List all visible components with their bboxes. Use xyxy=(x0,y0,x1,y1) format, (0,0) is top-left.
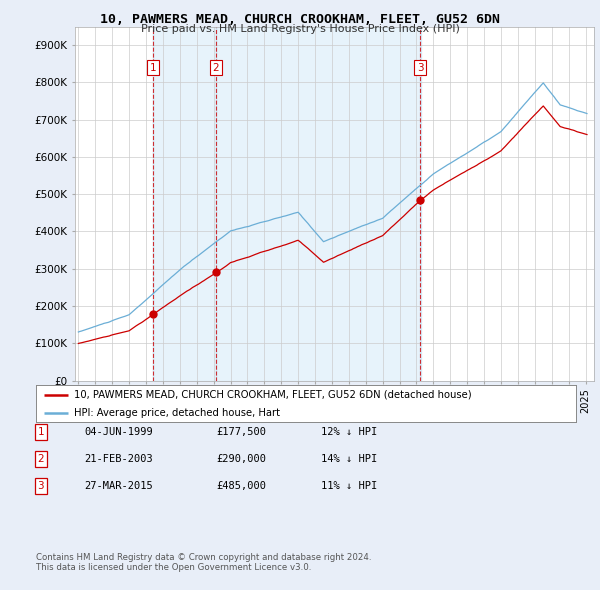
Text: 11% ↓ HPI: 11% ↓ HPI xyxy=(321,481,377,491)
Text: 10, PAWMERS MEAD, CHURCH CROOKHAM, FLEET, GU52 6DN: 10, PAWMERS MEAD, CHURCH CROOKHAM, FLEET… xyxy=(100,13,500,26)
Text: This data is licensed under the Open Government Licence v3.0.: This data is licensed under the Open Gov… xyxy=(36,563,311,572)
Text: HPI: Average price, detached house, Hart: HPI: Average price, detached house, Hart xyxy=(74,408,280,418)
Text: Contains HM Land Registry data © Crown copyright and database right 2024.: Contains HM Land Registry data © Crown c… xyxy=(36,553,371,562)
Text: 27-MAR-2015: 27-MAR-2015 xyxy=(84,481,153,491)
Text: £485,000: £485,000 xyxy=(216,481,266,491)
Bar xyxy=(153,27,216,381)
Text: £177,500: £177,500 xyxy=(216,427,266,437)
Text: £290,000: £290,000 xyxy=(216,454,266,464)
Text: 3: 3 xyxy=(37,481,44,491)
Text: 04-JUN-1999: 04-JUN-1999 xyxy=(84,427,153,437)
Text: 10, PAWMERS MEAD, CHURCH CROOKHAM, FLEET, GU52 6DN (detached house): 10, PAWMERS MEAD, CHURCH CROOKHAM, FLEET… xyxy=(74,390,472,399)
Text: 3: 3 xyxy=(417,63,424,73)
Text: 2: 2 xyxy=(212,63,219,73)
Text: Price paid vs. HM Land Registry's House Price Index (HPI): Price paid vs. HM Land Registry's House … xyxy=(140,24,460,34)
Text: 12% ↓ HPI: 12% ↓ HPI xyxy=(321,427,377,437)
Text: 21-FEB-2003: 21-FEB-2003 xyxy=(84,454,153,464)
Text: 14% ↓ HPI: 14% ↓ HPI xyxy=(321,454,377,464)
Text: 2: 2 xyxy=(37,454,44,464)
Text: 1: 1 xyxy=(150,63,157,73)
Bar xyxy=(216,27,421,381)
Text: 1: 1 xyxy=(37,427,44,437)
